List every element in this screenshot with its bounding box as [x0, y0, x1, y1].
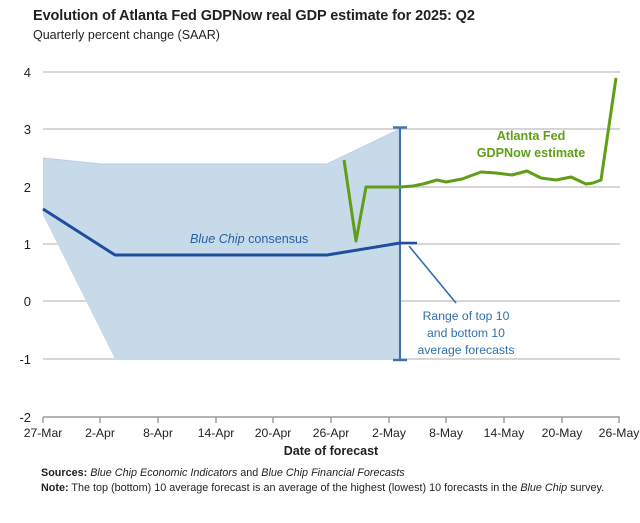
sources-line: Sources: Blue Chip Economic Indicators a… [41, 466, 621, 481]
note-text-2: survey. [567, 482, 605, 494]
x-tick-label: 20-May [542, 426, 584, 440]
range-annotation-line2: and bottom 10 [427, 326, 505, 340]
x-axis-tick-labels: 27-Mar 2-Apr 8-Apr 14-Apr 20-Apr 26-Apr … [24, 426, 640, 440]
blue-chip-consensus-label: Blue Chip consensus [190, 232, 308, 246]
y-tick-label: 0 [24, 294, 31, 309]
x-tick-label: 2-May [372, 426, 407, 440]
sources-joiner: and [237, 467, 262, 479]
gdpnow-estimate-line [342, 77, 618, 243]
x-tick-label: 14-May [484, 426, 526, 440]
sources-pub-2: Blue Chip Financial Forecasts [261, 467, 405, 479]
chart-title: Evolution of Atlanta Fed GDPNow real GDP… [33, 8, 475, 24]
x-tick-label: 8-Apr [143, 426, 173, 440]
x-axis [42, 416, 620, 423]
chart-subtitle: Quarterly percent change (SAAR) [33, 28, 220, 42]
x-tick-label: 8-May [429, 426, 464, 440]
x-tick-label: 27-Mar [24, 426, 63, 440]
note-label: Note: [41, 482, 69, 494]
range-annotation-line1: Range of top 10 [423, 309, 510, 323]
y-tick-label: 3 [24, 122, 31, 137]
range-annotation-line3: average forecasts [418, 343, 515, 357]
gdpnow-series-label-line1: Atlanta Fed [497, 129, 566, 143]
x-axis-title: Date of forecast [284, 444, 379, 458]
y-tick-label: -2 [19, 410, 31, 425]
x-tick-label: 2-Apr [85, 426, 115, 440]
y-tick-label: 4 [24, 65, 31, 80]
y-tick-label: 1 [24, 237, 31, 252]
gdpnow-series-label-line2: GDPNow estimate [477, 146, 585, 160]
range-annotation-leader-line [408, 245, 457, 304]
note-line: Note: The top (bottom) 10 average foreca… [41, 481, 621, 496]
blue-chip-consensus-line [42, 207, 417, 257]
sources-pub-1: Blue Chip Economic Indicators [90, 467, 238, 479]
gdpnow-series-label: Atlanta Fed GDPNow estimate [477, 129, 585, 160]
sources-label: Sources: [41, 467, 88, 479]
footnotes: Sources: Blue Chip Economic Indicators a… [41, 466, 621, 496]
x-tick-label: 20-Apr [255, 426, 292, 440]
blue-chip-consensus-label-rest: consensus [245, 232, 309, 246]
note-text-1: The top (bottom) 10 average forecast is … [71, 482, 521, 494]
y-tick-label: 2 [24, 180, 31, 195]
x-tick-label: 14-Apr [198, 426, 235, 440]
y-axis-tick-labels: 4 3 2 1 0 -1 -2 [19, 65, 31, 425]
x-tick-label: 26-Apr [313, 426, 350, 440]
note-text-italic: Blue Chip [520, 482, 568, 494]
x-tick-label: 26-May [599, 426, 640, 440]
y-tick-label: -1 [19, 352, 31, 367]
blue-chip-consensus-label-italic: Blue Chip [190, 232, 245, 246]
range-annotation-label: Range of top 10 and bottom 10 average fo… [418, 309, 515, 357]
